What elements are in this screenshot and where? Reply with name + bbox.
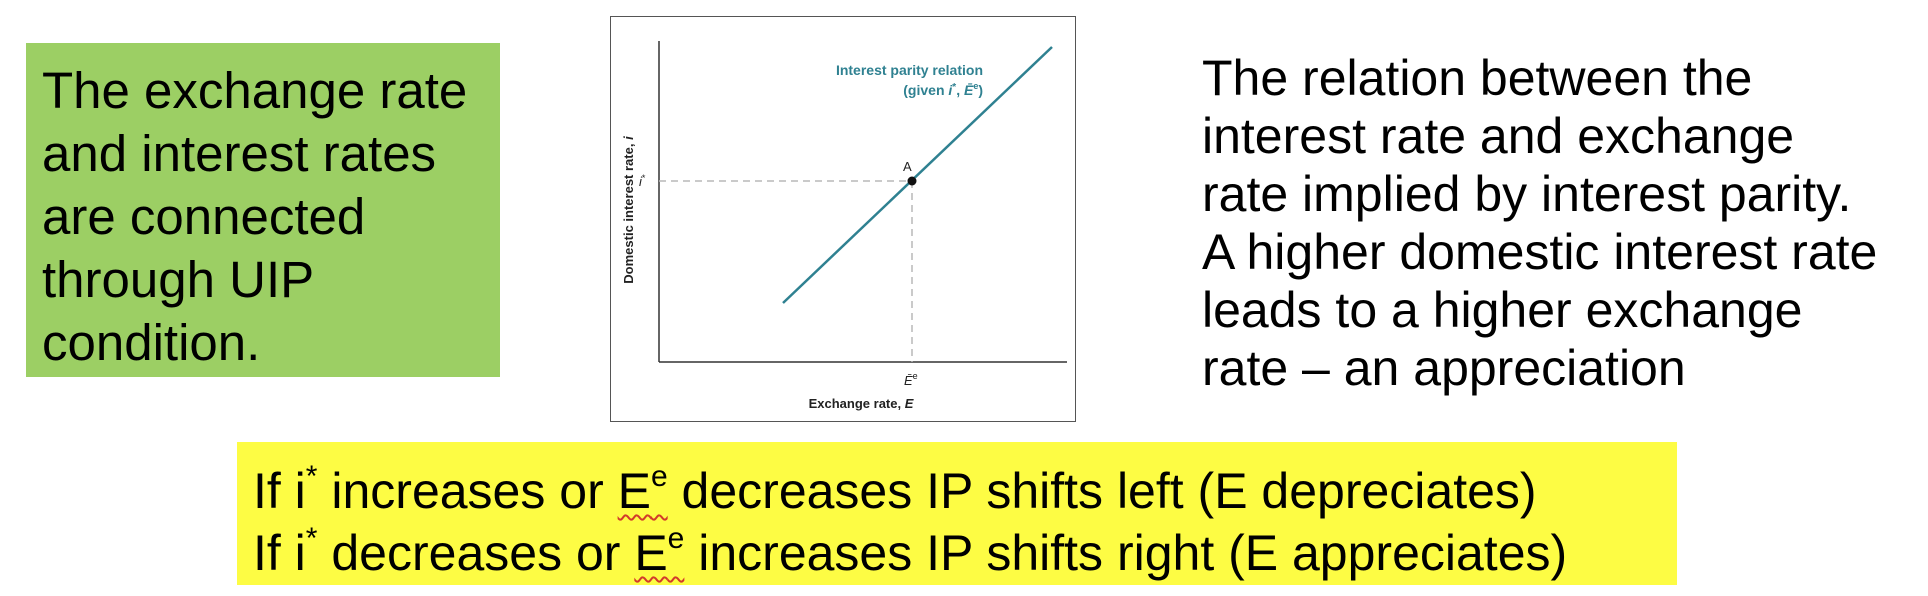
y-tick-i-star: i*	[639, 173, 646, 189]
y-axis-title: Domestic interest rate, i	[621, 136, 636, 284]
uip-note-text: The exchange rate and interest rates are…	[42, 62, 468, 371]
explanation-text: The relation between the interest rate a…	[1202, 50, 1878, 396]
point-a-label: A	[903, 159, 912, 174]
x-axis-title: Exchange rate, E	[809, 396, 914, 411]
curve-label-line1: Interest parity relation	[836, 62, 983, 78]
curve-label-line2: (given i*, Ēe)	[903, 81, 983, 98]
interest-parity-diagram: A Interest parity relation (given i*, Ēe…	[621, 41, 1067, 411]
uip-note-box: The exchange rate and interest rates are…	[26, 43, 500, 377]
point-a-marker	[907, 176, 917, 186]
expected-rate-term: Ee	[617, 460, 668, 520]
x-tick-e-bar: Ēe	[904, 371, 918, 388]
shift-rule-left: If i* increases or Ee decreases IP shift…	[253, 460, 1537, 520]
expected-rate-term: Ee	[634, 522, 685, 582]
interest-parity-curve	[782, 46, 1053, 304]
shift-rules-box: If i* increases or Ee decreases IP shift…	[237, 442, 1677, 585]
interest-parity-figure: A Interest parity relation (given i*, Ēe…	[610, 16, 1076, 422]
shift-rule-right: If i* decreases or Ee increases IP shift…	[253, 522, 1568, 582]
